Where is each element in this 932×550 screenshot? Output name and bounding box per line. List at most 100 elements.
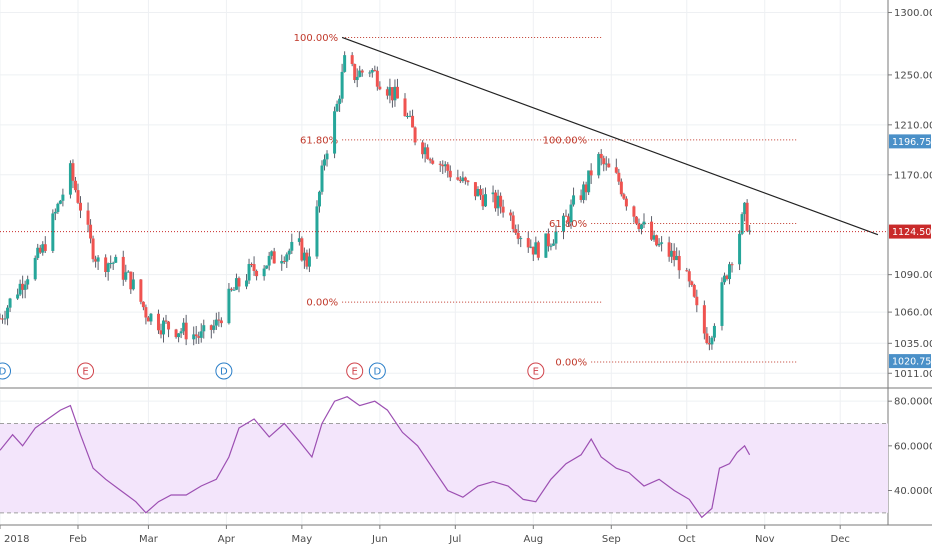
candle-body xyxy=(675,255,679,261)
candle-body xyxy=(217,319,221,321)
rsi-tick-label: 40.0000 xyxy=(894,486,932,497)
candle-body xyxy=(285,254,289,262)
rsi-tick-label: 60.0000 xyxy=(894,441,932,452)
candle-body xyxy=(428,158,432,161)
candle-body xyxy=(639,224,643,230)
candle-body xyxy=(212,325,216,330)
candle-body xyxy=(86,210,90,225)
candle-body xyxy=(202,325,206,332)
candle-body xyxy=(71,163,75,181)
candle-body xyxy=(214,319,218,326)
price-tag-label: 1020.75 xyxy=(892,357,931,368)
candle-body xyxy=(725,275,729,280)
rsi-tick-label: 80.0000 xyxy=(894,397,932,408)
candle-body xyxy=(164,320,168,322)
candle-body xyxy=(572,195,576,205)
candle-body xyxy=(554,231,558,244)
last-price-tag-label: 1124.50 xyxy=(892,227,931,238)
candle-body xyxy=(317,191,321,207)
candle-body xyxy=(325,153,329,160)
candle-body xyxy=(297,238,301,242)
candle-body xyxy=(76,190,80,203)
candle-body xyxy=(174,329,178,338)
candle-body xyxy=(710,337,714,345)
fib-level-label: 0.00% xyxy=(555,358,587,369)
candle-body xyxy=(338,98,342,104)
price-tags: 1196.75 1020.75 1124.50 xyxy=(889,134,931,369)
candle-body xyxy=(199,331,203,338)
candle-body xyxy=(36,247,40,258)
event-marker xyxy=(346,362,364,380)
rsi-line xyxy=(0,396,751,519)
candle-body xyxy=(237,278,241,287)
time-tick-label: Jun xyxy=(371,534,388,545)
candle-body xyxy=(78,202,82,211)
event-marker-label: E xyxy=(352,367,358,378)
candle-body xyxy=(589,170,593,176)
price-tag-bg xyxy=(889,134,931,149)
candle-body xyxy=(712,325,716,338)
candle-body xyxy=(531,246,535,255)
candle-body xyxy=(624,198,628,207)
candle-body xyxy=(250,264,254,266)
candle-body xyxy=(106,263,110,273)
price-tick-label: 1011.00 xyxy=(894,369,932,380)
candle-body xyxy=(192,334,196,340)
price-tick-label: 1060.00 xyxy=(894,308,932,319)
candle-body xyxy=(287,250,291,255)
event-marker-label: E xyxy=(82,367,88,378)
candle-body xyxy=(406,115,410,117)
candle-body xyxy=(126,271,130,273)
candle-body xyxy=(262,268,266,277)
candle-body xyxy=(408,115,412,117)
candle-body xyxy=(587,170,591,193)
candle-body xyxy=(441,164,445,167)
candle-body xyxy=(426,147,430,159)
candle-body xyxy=(519,238,523,240)
candle-body xyxy=(509,212,513,216)
time-tick-label: Aug xyxy=(524,534,544,545)
candle-body xyxy=(687,271,691,282)
price-tick-label: 1090.00 xyxy=(894,270,932,281)
candle-body xyxy=(355,76,359,81)
candle-body xyxy=(496,195,500,209)
candle-body xyxy=(672,250,676,261)
candle-body xyxy=(660,242,664,244)
candle-body xyxy=(546,233,550,247)
fib-level-label: 100.00% xyxy=(294,33,339,44)
candle-body xyxy=(144,307,148,318)
candle-body xyxy=(526,238,530,248)
candle-body xyxy=(265,265,269,269)
price-tick-label: 1170.00 xyxy=(894,170,932,181)
time-tick-label: Feb xyxy=(69,534,87,545)
candle-body xyxy=(529,246,533,248)
candle-body xyxy=(544,233,548,258)
candle-body xyxy=(443,164,447,167)
candle-body xyxy=(458,179,462,182)
candle-body xyxy=(728,264,732,280)
time-tick-label: Dec xyxy=(831,534,850,545)
fib-level-label: 0.00% xyxy=(306,298,338,309)
candle-body xyxy=(473,182,477,197)
time-tick-label: Nov xyxy=(755,534,775,545)
candle-body xyxy=(569,204,573,223)
candle-body xyxy=(234,278,238,290)
candle-body xyxy=(156,313,160,331)
candle-body xyxy=(124,272,128,280)
candle-body xyxy=(707,343,711,345)
candle-body xyxy=(478,189,482,196)
candle-body xyxy=(94,259,98,262)
candle-body xyxy=(290,241,294,251)
candle-body xyxy=(403,98,407,117)
candle-body xyxy=(358,70,362,77)
candle-body xyxy=(740,214,744,234)
axes: 1300.00 1250.00 1210.00 1170.00 1090.00 1060.… xyxy=(0,8,932,545)
candle-body xyxy=(18,283,22,295)
price-tick-label: 1210.00 xyxy=(894,120,932,131)
candle-body xyxy=(350,55,354,65)
candle-body xyxy=(602,158,606,165)
candle-body xyxy=(245,280,249,287)
candle-body xyxy=(607,163,611,168)
candle-body xyxy=(642,221,646,225)
candle-body xyxy=(456,177,460,180)
